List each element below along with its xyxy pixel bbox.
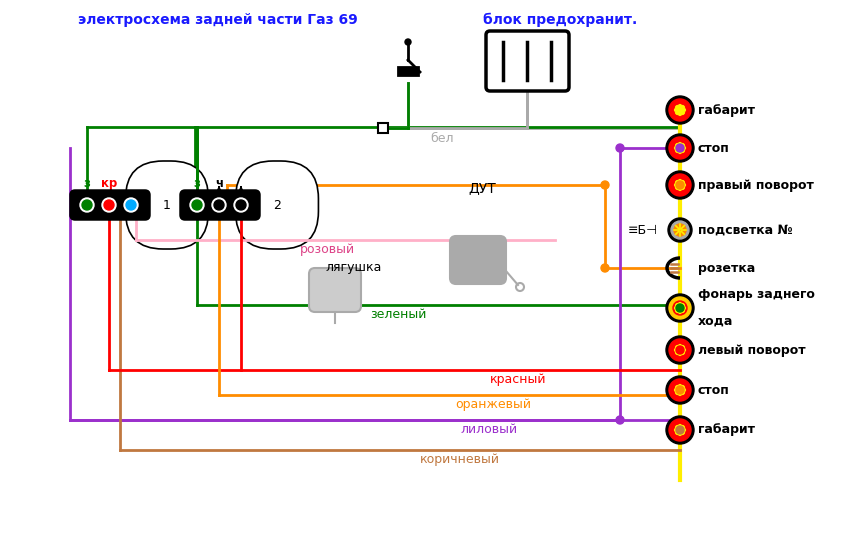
Text: стоп: стоп xyxy=(698,384,730,396)
Text: габарит: габарит xyxy=(698,423,755,436)
Circle shape xyxy=(676,181,684,189)
Circle shape xyxy=(669,137,691,159)
Text: розовый: розовый xyxy=(300,243,355,256)
Text: 2: 2 xyxy=(273,198,281,212)
Text: хода: хода xyxy=(698,315,734,328)
Text: 1: 1 xyxy=(163,198,171,212)
Circle shape xyxy=(124,198,138,212)
Circle shape xyxy=(673,141,687,155)
Text: кр: кр xyxy=(101,177,117,190)
Circle shape xyxy=(234,198,248,212)
Circle shape xyxy=(673,301,687,315)
Text: з: з xyxy=(84,177,90,190)
Circle shape xyxy=(236,200,246,210)
Text: розетка: розетка xyxy=(698,262,755,274)
Circle shape xyxy=(666,336,694,364)
Circle shape xyxy=(669,339,691,361)
Text: подсветка №: подсветка № xyxy=(698,223,792,236)
Circle shape xyxy=(666,171,694,199)
Circle shape xyxy=(82,200,92,210)
Circle shape xyxy=(601,181,609,189)
Circle shape xyxy=(675,303,685,313)
Circle shape xyxy=(676,304,684,312)
Circle shape xyxy=(126,200,136,210)
Circle shape xyxy=(673,423,687,437)
Circle shape xyxy=(214,200,224,210)
Circle shape xyxy=(673,343,687,357)
Circle shape xyxy=(673,383,687,397)
Text: электросхема задней части Газ 69: электросхема задней части Газ 69 xyxy=(78,13,358,27)
Circle shape xyxy=(212,198,226,212)
Circle shape xyxy=(616,144,624,152)
Circle shape xyxy=(676,144,684,152)
Text: правый поворот: правый поворот xyxy=(698,179,814,192)
Text: зеленый: зеленый xyxy=(370,308,426,321)
Circle shape xyxy=(676,386,684,394)
Circle shape xyxy=(80,198,94,212)
Circle shape xyxy=(669,297,691,319)
Circle shape xyxy=(192,200,202,210)
FancyBboxPatch shape xyxy=(450,236,506,284)
Circle shape xyxy=(669,379,691,401)
Circle shape xyxy=(666,416,694,444)
Text: ДУТ: ДУТ xyxy=(468,181,496,195)
Text: левый поворот: левый поворот xyxy=(698,343,806,357)
Circle shape xyxy=(666,376,694,404)
Text: габарит: габарит xyxy=(698,104,755,116)
Bar xyxy=(378,123,388,133)
Circle shape xyxy=(675,385,685,395)
Circle shape xyxy=(601,264,609,272)
Circle shape xyxy=(669,419,691,441)
Circle shape xyxy=(669,99,691,121)
Circle shape xyxy=(104,200,114,210)
Circle shape xyxy=(673,103,687,117)
Circle shape xyxy=(675,180,685,190)
Circle shape xyxy=(673,178,687,192)
Circle shape xyxy=(675,143,685,153)
Text: ч: ч xyxy=(215,177,223,190)
Circle shape xyxy=(675,345,685,355)
Text: лиловый: лиловый xyxy=(460,423,517,436)
Circle shape xyxy=(676,346,684,354)
Text: ч: ч xyxy=(237,177,245,190)
Text: коричневый: коричневый xyxy=(420,453,500,466)
FancyBboxPatch shape xyxy=(486,31,569,91)
Text: г: г xyxy=(128,177,134,190)
Text: лягушка: лягушка xyxy=(325,261,381,274)
Circle shape xyxy=(671,221,689,239)
Text: з: з xyxy=(194,177,201,190)
Text: ≡Б⊣: ≡Б⊣ xyxy=(628,223,658,236)
Circle shape xyxy=(668,218,692,242)
Text: стоп: стоп xyxy=(698,142,730,155)
FancyBboxPatch shape xyxy=(71,191,149,219)
Circle shape xyxy=(190,198,204,212)
Text: фонарь заднего: фонарь заднего xyxy=(698,288,815,301)
Text: бел: бел xyxy=(430,132,454,145)
Circle shape xyxy=(675,105,685,115)
FancyBboxPatch shape xyxy=(309,268,361,312)
Bar xyxy=(398,67,418,75)
Circle shape xyxy=(674,224,686,236)
Text: блок предохранит.: блок предохранит. xyxy=(483,13,637,27)
Circle shape xyxy=(666,294,694,322)
Circle shape xyxy=(666,96,694,124)
Circle shape xyxy=(676,426,684,434)
Circle shape xyxy=(405,39,411,45)
Circle shape xyxy=(102,198,116,212)
Circle shape xyxy=(616,416,624,424)
Text: оранжевый: оранжевый xyxy=(455,398,531,411)
FancyBboxPatch shape xyxy=(181,191,259,219)
Circle shape xyxy=(676,106,684,114)
Text: красный: красный xyxy=(490,373,547,386)
Circle shape xyxy=(669,174,691,196)
Circle shape xyxy=(675,425,685,435)
Circle shape xyxy=(666,134,694,162)
